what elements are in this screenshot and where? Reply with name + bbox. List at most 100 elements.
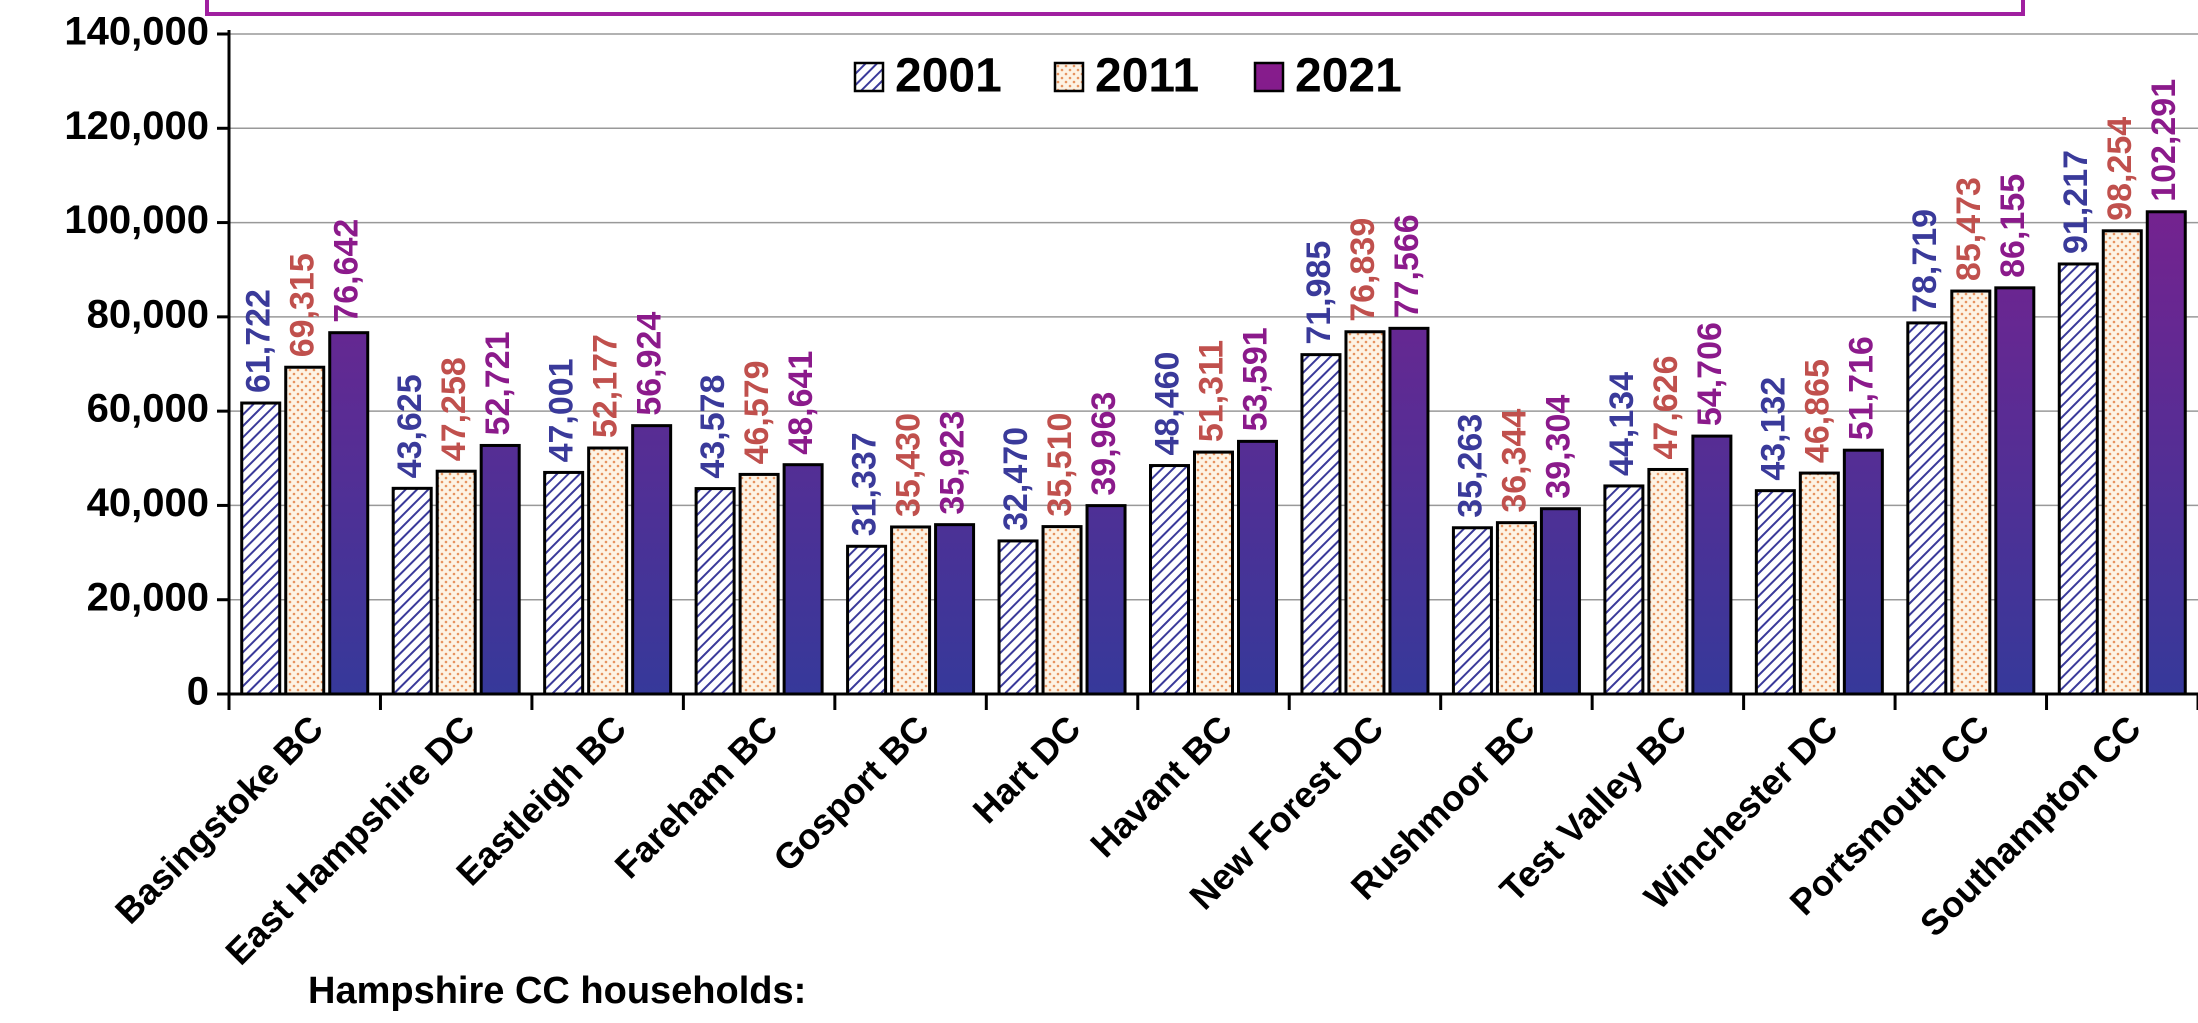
data-label: 53,591 (1236, 327, 1274, 431)
data-label: 54,706 (1691, 322, 1729, 426)
data-label: 35,263 (1451, 414, 1489, 518)
bar (1149, 464, 1190, 696)
data-label: 77,566 (1388, 214, 1426, 318)
bar (1495, 521, 1537, 696)
data-label: 51,716 (1842, 336, 1880, 440)
bar (738, 472, 780, 696)
data-label: 36,344 (1495, 409, 1533, 513)
data-label: 32,470 (997, 427, 1035, 531)
y-tick-label: 100,000 (64, 198, 209, 242)
bar (1193, 450, 1234, 696)
legend-label: 2001 (895, 50, 1002, 103)
bar (631, 424, 673, 696)
bar (1085, 504, 1127, 696)
data-label: 85,473 (1950, 177, 1988, 281)
y-tick-label: 40,000 (87, 481, 209, 525)
bar (2101, 229, 2143, 696)
bar (1603, 484, 1645, 696)
x-tick-label: Fareham BC (607, 707, 786, 886)
bar (587, 446, 629, 696)
title-box (205, 0, 2025, 16)
data-label: 35,430 (890, 413, 928, 517)
bar (694, 487, 736, 696)
data-label: 48,641 (782, 351, 820, 455)
bar (391, 486, 433, 696)
x-tick-label: Hart DC (965, 707, 1089, 831)
bar (2057, 262, 2099, 696)
bar (1754, 489, 1796, 696)
data-label: 43,132 (1754, 377, 1792, 481)
bar (890, 525, 932, 696)
bar (1798, 471, 1840, 696)
bar (479, 443, 521, 696)
bar (1539, 507, 1581, 696)
data-label: 61,722 (240, 289, 278, 393)
data-label: 44,134 (1603, 372, 1641, 476)
bar (1994, 286, 2036, 696)
bar (782, 463, 824, 696)
bar (934, 523, 976, 696)
bar (1388, 326, 1430, 696)
data-label: 35,510 (1041, 413, 1079, 517)
bar (1691, 434, 1733, 696)
data-label: 91,217 (2057, 150, 2095, 254)
data-label: 71,985 (1300, 241, 1338, 345)
legend-swatch (853, 61, 885, 93)
bar (1647, 467, 1689, 696)
data-label: 76,839 (1344, 218, 1382, 322)
data-label: 56,924 (631, 312, 669, 416)
bar (328, 331, 370, 696)
data-label: 43,578 (694, 375, 732, 479)
y-tick-label: 60,000 (87, 387, 209, 431)
bar (1344, 330, 1386, 696)
x-tick-label: Gosport BC (765, 707, 937, 879)
data-label: 52,177 (587, 334, 625, 438)
bar (1950, 289, 1992, 696)
bar (435, 469, 477, 696)
bar (1906, 321, 1948, 696)
data-label: 52,721 (479, 331, 517, 435)
bar (2145, 210, 2187, 696)
y-tick-label: 80,000 (87, 292, 209, 336)
data-label: 69,315 (284, 253, 322, 357)
data-label: 46,865 (1798, 359, 1836, 463)
bar (997, 539, 1039, 696)
data-label: 39,304 (1539, 395, 1577, 499)
data-label: 86,155 (1994, 174, 2032, 278)
bar (846, 544, 888, 696)
data-label: 47,626 (1647, 355, 1685, 459)
bar (543, 470, 585, 696)
data-label: 76,642 (328, 219, 366, 323)
bar (1237, 439, 1278, 696)
y-tick-label: 20,000 (87, 575, 209, 619)
y-tick-label: 0 (187, 670, 209, 714)
bar (1451, 526, 1493, 696)
data-label: 47,001 (543, 358, 581, 462)
data-label: 35,923 (934, 411, 972, 515)
legend-label: 2021 (1295, 50, 1402, 103)
data-label: 47,258 (435, 357, 473, 461)
annotation: Hampshire CC households: (308, 970, 806, 1012)
legend-swatch (1253, 61, 1285, 93)
bar (1842, 448, 1884, 696)
bar (240, 401, 282, 696)
data-label: 51,311 (1192, 340, 1230, 442)
bar (1041, 525, 1083, 696)
data-label: 31,337 (846, 432, 884, 536)
y-tick-label: 140,000 (64, 10, 209, 54)
data-label: 102,291 (2145, 79, 2183, 202)
data-label: 46,579 (738, 360, 776, 464)
bar (1300, 353, 1342, 696)
y-tick-label: 120,000 (64, 104, 209, 148)
bar (284, 365, 326, 696)
legend-label: 2011 (1095, 50, 1199, 103)
data-label: 48,460 (1148, 352, 1186, 456)
data-label: 78,719 (1906, 209, 1944, 313)
legend-swatch (1053, 61, 1085, 93)
data-label: 39,963 (1085, 392, 1123, 496)
data-label: 43,625 (391, 374, 429, 478)
x-tick-label: Havant BC (1082, 707, 1240, 865)
data-label: 98,254 (2101, 117, 2139, 221)
x-tick-label: East Hampshire DC (217, 707, 482, 972)
